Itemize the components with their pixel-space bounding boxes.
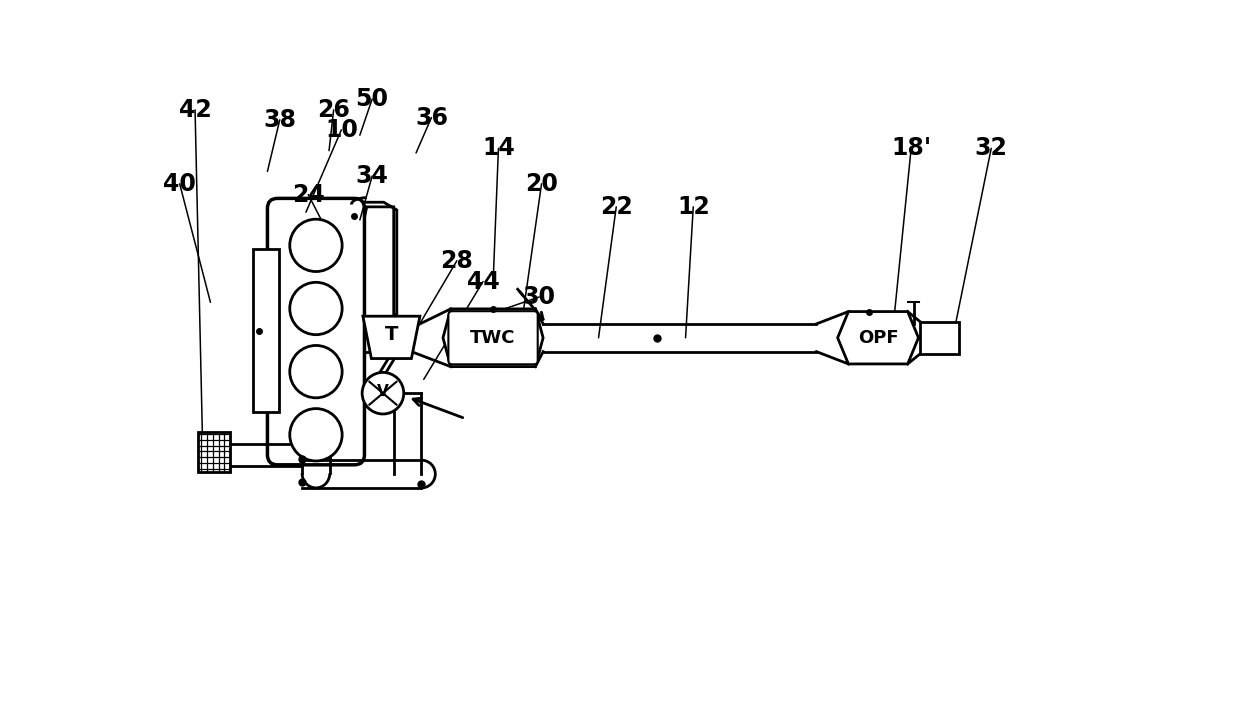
Bar xyxy=(253,249,279,413)
Circle shape xyxy=(290,346,342,398)
FancyBboxPatch shape xyxy=(449,311,538,364)
Text: 20: 20 xyxy=(525,172,558,196)
Text: OPF: OPF xyxy=(858,329,898,346)
Bar xyxy=(198,432,231,471)
Text: 24: 24 xyxy=(291,182,325,207)
Circle shape xyxy=(290,283,342,334)
Text: 38: 38 xyxy=(263,108,296,132)
Text: 44: 44 xyxy=(466,270,500,293)
Polygon shape xyxy=(353,202,397,315)
Text: 26: 26 xyxy=(317,98,350,122)
Circle shape xyxy=(290,408,342,461)
Text: 36: 36 xyxy=(415,106,448,129)
Text: 10: 10 xyxy=(325,118,358,142)
Text: T: T xyxy=(384,324,398,344)
Polygon shape xyxy=(443,309,543,366)
Text: 32: 32 xyxy=(975,136,1008,160)
Text: 40: 40 xyxy=(164,172,196,196)
Text: 12: 12 xyxy=(677,195,709,219)
Text: 14: 14 xyxy=(482,136,515,160)
Circle shape xyxy=(362,373,404,414)
Text: 28: 28 xyxy=(440,248,474,273)
FancyBboxPatch shape xyxy=(268,198,365,465)
Polygon shape xyxy=(363,316,420,359)
Text: 34: 34 xyxy=(356,164,388,188)
Text: 42: 42 xyxy=(179,98,212,122)
Text: 30: 30 xyxy=(523,285,556,309)
Text: 22: 22 xyxy=(600,195,632,219)
Polygon shape xyxy=(838,312,919,364)
Circle shape xyxy=(290,219,342,271)
Bar xyxy=(920,322,959,354)
Text: 50: 50 xyxy=(356,87,388,111)
Text: V: V xyxy=(377,384,389,399)
Text: TWC: TWC xyxy=(470,329,516,346)
Text: 18': 18' xyxy=(892,136,931,160)
